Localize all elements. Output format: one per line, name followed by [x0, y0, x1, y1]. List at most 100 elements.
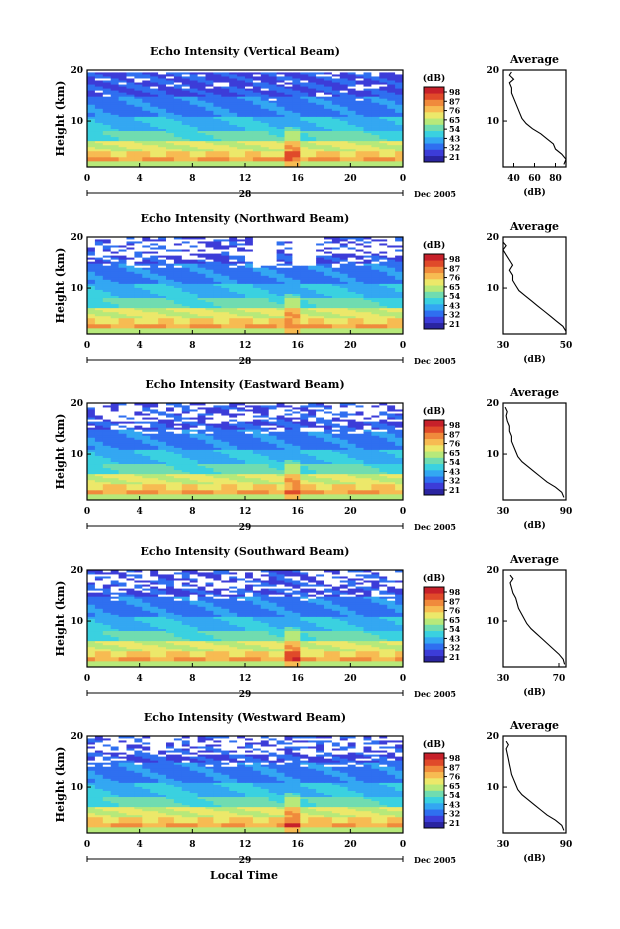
heatmap-cell: [221, 239, 230, 242]
heatmap-cell: [173, 134, 183, 138]
heatmap-cell: [347, 301, 356, 305]
heatmap-cell: [213, 301, 222, 305]
heatmap-cell: [229, 491, 238, 495]
heatmap-cell: [268, 457, 277, 460]
heatmap-cell: [347, 74, 356, 77]
heatmap-cell: [94, 108, 104, 111]
heatmap-cell: [324, 160, 333, 164]
heatmap-cell: [260, 164, 270, 168]
heatmap-cell: [229, 255, 238, 258]
heatmap-cell: [158, 475, 167, 479]
heatmap-cell: [150, 491, 159, 495]
heatmap-cell: [371, 104, 380, 107]
heatmap-cell: [166, 279, 175, 282]
heatmap-cell: [213, 114, 222, 117]
heatmap-cell: [142, 154, 151, 158]
heatmap-cell: [110, 275, 119, 278]
heatmap-cell: [331, 457, 341, 460]
heatmap-cell: [126, 72, 135, 75]
heatmap-cell: [300, 283, 309, 286]
heatmap-cell: [276, 313, 285, 317]
heatmap-cell: [347, 479, 356, 483]
heatmap-cell: [173, 142, 183, 146]
heatmap-cell: [363, 485, 372, 489]
heatmap-cell: [126, 449, 135, 452]
heatmap-cell: [150, 128, 159, 132]
heatmap-cell: [221, 136, 230, 140]
heatmap-cell: [110, 463, 119, 467]
heatmap-cell: [316, 489, 325, 493]
heatmap-cell: [316, 152, 325, 156]
heatmap-cell: [268, 281, 277, 284]
heatmap-cell: [197, 327, 206, 331]
heatmap-cell: [395, 243, 404, 246]
heatmap-cell: [284, 309, 293, 313]
heatmap-cell: [260, 78, 270, 81]
heatmap-cell: [181, 132, 191, 136]
heatmap-cell: [126, 473, 135, 477]
heatmap-cell: [197, 102, 206, 105]
heatmap-cell: [308, 285, 317, 288]
heatmap-cell: [94, 152, 104, 156]
heatmap-cell: [213, 451, 222, 454]
heatmap-cell: [339, 279, 349, 282]
heatmap-cell: [284, 483, 293, 487]
heatmap-cell: [102, 245, 112, 248]
heatmap-cell: [213, 82, 222, 85]
heatmap-cell: [166, 449, 175, 452]
heatmap-cell: [229, 80, 238, 83]
heatmap-cell: [308, 453, 317, 456]
heatmap-cell: [308, 70, 317, 73]
heatmap-cell: [316, 483, 325, 487]
heatmap-cell: [213, 293, 222, 296]
heatmap-cell: [87, 331, 96, 335]
heatmap-cell: [102, 453, 112, 456]
heatmap-cell: [268, 72, 277, 75]
heatmap-cell: [110, 156, 119, 160]
heatmap-cell: [197, 76, 206, 79]
heatmap-cell: [276, 112, 285, 115]
heatmap-cell: [379, 455, 388, 458]
colorbar-tick-label: 98: [449, 87, 461, 97]
heatmap-cell: [371, 471, 380, 475]
heatmap-cell: [134, 317, 143, 321]
heatmap-cell: [331, 295, 341, 299]
heatmap-cell: [102, 473, 112, 477]
heatmap-cell: [284, 108, 293, 111]
heatmap-cell: [363, 315, 372, 319]
heatmap-cell: [142, 457, 151, 460]
heatmap-cell: [213, 128, 222, 132]
heatmap-cell: [126, 329, 135, 333]
heatmap-cell: [150, 120, 159, 123]
heatmap-cell: [276, 237, 285, 240]
heatmap-cell: [276, 491, 285, 495]
heatmap-cell: [150, 116, 159, 119]
heatmap-cell: [142, 295, 151, 299]
panel-title: Echo Intensity (Northward Beam): [141, 212, 350, 225]
heatmap-cell: [371, 327, 380, 331]
heatmap-cell: [371, 295, 380, 299]
heatmap-cell: [308, 249, 317, 252]
heatmap-cell: [316, 279, 325, 282]
heatmap-cell: [118, 261, 127, 264]
heatmap-cell: [363, 116, 372, 119]
heatmap-cell: [173, 271, 183, 274]
heatmap-cell: [276, 247, 285, 250]
heatmap-cell: [371, 317, 380, 321]
heatmap-cell: [87, 271, 96, 274]
heatmap-cell: [324, 136, 333, 140]
heatmap-cell: [158, 154, 167, 158]
heatmap-cell: [126, 299, 135, 303]
heatmap-cell: [205, 132, 214, 136]
heatmap-cell: [324, 477, 333, 481]
heatmap-cell: [268, 455, 277, 458]
heatmap-cell: [276, 82, 285, 85]
heatmap-cell: [284, 156, 293, 160]
heatmap-cell: [94, 485, 104, 489]
heatmap-cell: [316, 98, 325, 101]
heatmap-cell: [150, 126, 159, 129]
heatmap-cell: [363, 84, 372, 87]
heatmap-cell: [102, 251, 112, 254]
heatmap-cell: [308, 277, 317, 280]
heatmap-cell: [292, 98, 301, 101]
